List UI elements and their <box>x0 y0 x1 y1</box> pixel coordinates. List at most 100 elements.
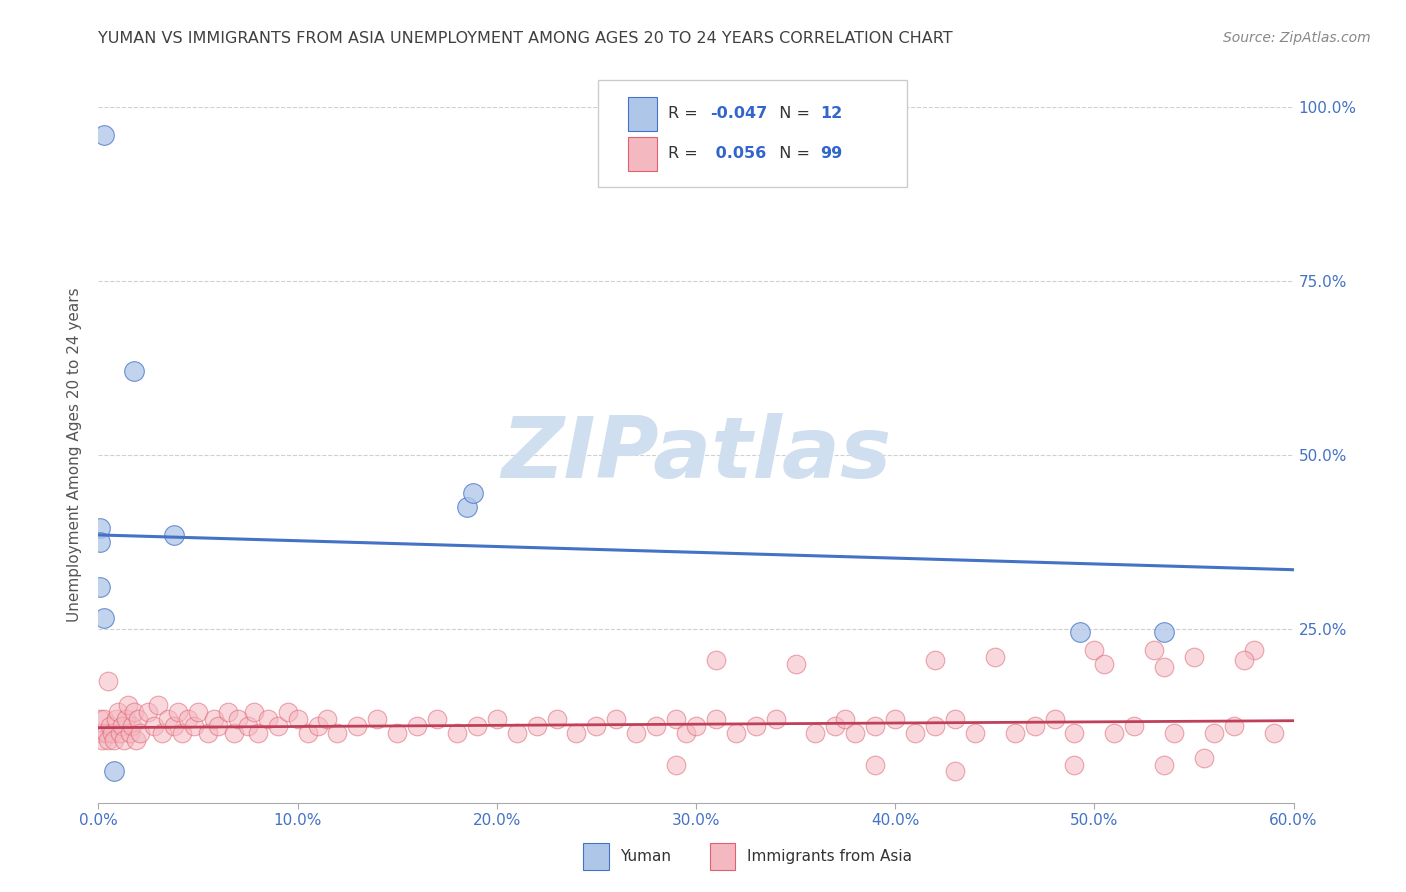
Point <box>366 712 388 726</box>
Text: 12: 12 <box>820 106 842 120</box>
Point <box>143 719 166 733</box>
Point <box>1153 660 1175 674</box>
Point <box>222 726 245 740</box>
Point <box>89 521 111 535</box>
Point <box>1163 726 1185 740</box>
Point <box>202 712 225 726</box>
Point <box>844 726 866 740</box>
Point <box>297 726 319 740</box>
Point <box>267 719 290 733</box>
Point <box>217 706 239 720</box>
Point <box>183 719 205 733</box>
Point <box>115 712 138 726</box>
Point <box>100 719 122 733</box>
Point <box>117 698 139 713</box>
Point <box>163 719 186 733</box>
Point <box>89 712 111 726</box>
Point <box>924 719 946 733</box>
Point <box>785 657 807 671</box>
Text: R =: R = <box>668 106 703 120</box>
Point <box>605 712 627 726</box>
Point <box>124 706 146 720</box>
Point <box>129 726 152 740</box>
Point <box>1069 625 1091 640</box>
Point <box>187 706 209 720</box>
Text: YUMAN VS IMMIGRANTS FROM ASIA UNEMPLOYMENT AMONG AGES 20 TO 24 YEARS CORRELATION: YUMAN VS IMMIGRANTS FROM ASIA UNEMPLOYME… <box>98 31 953 46</box>
Point <box>745 719 768 733</box>
Point <box>704 653 727 667</box>
Point <box>97 733 120 747</box>
Point <box>124 364 146 378</box>
Point <box>89 535 111 549</box>
Point <box>120 726 142 740</box>
Point <box>125 733 148 747</box>
Point <box>101 726 124 740</box>
Point <box>426 712 449 726</box>
Point <box>167 706 190 720</box>
Point <box>107 706 129 720</box>
Point <box>346 719 368 733</box>
Point <box>943 764 966 779</box>
Point <box>863 757 887 772</box>
Point <box>105 712 128 726</box>
Point <box>984 649 1007 664</box>
Point <box>127 712 149 726</box>
Point <box>316 712 339 726</box>
Point <box>446 726 468 740</box>
Point <box>385 726 409 740</box>
Point <box>526 719 548 733</box>
Point <box>287 712 309 726</box>
Point <box>704 712 727 726</box>
Point <box>326 726 349 740</box>
Point <box>585 719 607 733</box>
Point <box>246 726 269 740</box>
Text: N =: N = <box>769 106 815 120</box>
Point <box>121 719 143 733</box>
Point <box>804 726 827 740</box>
Text: ZIPatlas: ZIPatlas <box>501 413 891 497</box>
Point <box>112 733 135 747</box>
Point <box>93 712 115 726</box>
Point <box>665 712 688 726</box>
Point <box>1004 726 1026 740</box>
Point <box>665 757 688 772</box>
Point <box>456 500 478 514</box>
Point <box>924 653 946 667</box>
Point <box>150 726 173 740</box>
Point <box>157 712 180 726</box>
Point <box>197 726 219 740</box>
Point <box>1182 649 1205 664</box>
Point <box>1233 653 1256 667</box>
Point <box>111 719 134 733</box>
Point <box>148 698 170 713</box>
Point <box>256 712 278 726</box>
Point <box>163 528 186 542</box>
Point <box>546 712 568 726</box>
Point <box>1063 726 1085 740</box>
Point <box>506 726 529 740</box>
Point <box>1153 625 1175 640</box>
Point <box>207 719 229 733</box>
Point <box>226 712 249 726</box>
Point <box>1123 719 1146 733</box>
Point <box>406 719 429 733</box>
Point <box>465 719 488 733</box>
Point <box>884 712 907 726</box>
Text: Source: ZipAtlas.com: Source: ZipAtlas.com <box>1223 31 1371 45</box>
Point <box>91 733 114 747</box>
Text: 0.056: 0.056 <box>710 146 766 161</box>
Point <box>565 726 588 740</box>
Point <box>1202 726 1225 740</box>
Text: -0.047: -0.047 <box>710 106 768 120</box>
Point <box>89 580 111 594</box>
Point <box>97 674 120 689</box>
Point <box>461 486 484 500</box>
Point <box>1143 642 1166 657</box>
Point <box>1243 642 1265 657</box>
Point <box>1192 750 1215 764</box>
Point <box>685 719 707 733</box>
Text: 99: 99 <box>820 146 842 161</box>
Point <box>177 712 200 726</box>
Point <box>645 719 668 733</box>
Y-axis label: Unemployment Among Ages 20 to 24 years: Unemployment Among Ages 20 to 24 years <box>67 287 83 623</box>
